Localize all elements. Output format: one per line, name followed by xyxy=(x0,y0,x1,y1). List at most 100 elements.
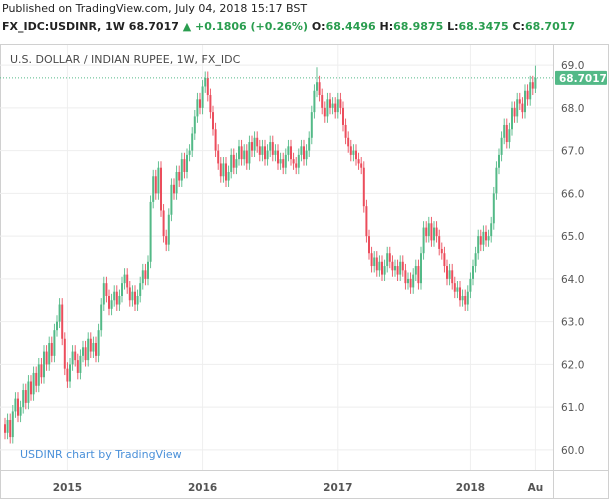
candle-body xyxy=(92,343,95,352)
candle-body xyxy=(310,112,313,138)
candle-body xyxy=(118,295,121,305)
candle-body xyxy=(368,236,370,254)
candle-body xyxy=(167,214,170,245)
candle-body xyxy=(490,223,493,237)
candle-body xyxy=(277,150,279,164)
symbol: FX_IDC:USDINR, 1W xyxy=(2,20,125,33)
candle-body xyxy=(238,146,240,160)
candle-body xyxy=(110,300,113,309)
candle-body xyxy=(430,223,433,241)
candle-body xyxy=(370,253,373,267)
candle-body xyxy=(451,270,454,284)
candle-body xyxy=(461,295,464,301)
candle-body xyxy=(196,99,199,117)
candle-body xyxy=(113,291,116,301)
candle-body xyxy=(32,372,35,395)
candle-body xyxy=(115,291,118,305)
candle-body xyxy=(204,77,207,87)
candle-body xyxy=(217,150,220,164)
candle-body xyxy=(508,129,511,143)
y-tick-label: 67.0 xyxy=(561,146,584,158)
candle-body xyxy=(144,270,147,279)
candle-body xyxy=(170,184,173,215)
candle-body xyxy=(284,154,287,168)
candle-body xyxy=(45,351,48,365)
candle-body xyxy=(266,150,269,160)
x-tick-label: Au xyxy=(528,482,544,494)
candle-body xyxy=(82,347,84,356)
candle-body xyxy=(303,146,305,160)
candle-body xyxy=(37,364,40,386)
y-tick-label: 62.0 xyxy=(561,359,584,371)
candle-body xyxy=(297,154,300,168)
candle-body xyxy=(240,146,243,160)
candle-body xyxy=(24,390,27,403)
candle-body xyxy=(121,283,123,296)
candle-body xyxy=(464,295,467,305)
candle-body xyxy=(531,82,534,89)
candle-body xyxy=(316,82,318,91)
candle-body xyxy=(526,90,529,100)
candle-body xyxy=(232,154,235,168)
candle-body xyxy=(50,343,53,356)
candle-body xyxy=(35,372,38,386)
candle-body xyxy=(318,82,321,96)
candle-body xyxy=(323,107,326,117)
y-tick-label: 68.0 xyxy=(561,103,584,115)
candle-body xyxy=(329,99,331,108)
candle-body xyxy=(222,163,225,177)
candle-body xyxy=(245,150,248,164)
candle-body xyxy=(6,419,9,433)
candle-body xyxy=(225,163,227,181)
y-tick-label: 60.0 xyxy=(561,445,584,457)
last-price: 68.7017 xyxy=(129,20,179,33)
candle-body xyxy=(199,99,201,108)
candle-body xyxy=(186,154,188,172)
grid xyxy=(0,45,553,470)
candle-body xyxy=(214,129,217,151)
candle-body xyxy=(485,231,487,241)
candle-body xyxy=(253,137,256,151)
candle-body xyxy=(321,95,324,108)
candle-body xyxy=(357,159,360,164)
y-tick-label: 66.0 xyxy=(561,188,584,200)
change: ▲ +0.1806 (+0.26%) xyxy=(183,20,308,33)
candle-body xyxy=(503,124,506,138)
candle-body xyxy=(287,146,290,155)
candle-body xyxy=(516,99,519,117)
candle-body xyxy=(201,86,204,108)
candle-body xyxy=(326,99,329,117)
candle-body xyxy=(440,248,443,254)
candle-body xyxy=(74,351,77,361)
candle-body xyxy=(349,146,352,155)
candle-body xyxy=(399,261,402,275)
candle-body xyxy=(139,283,142,296)
candle-body xyxy=(352,150,355,155)
candle-body xyxy=(251,142,253,151)
candle-body xyxy=(9,419,12,438)
candle-body xyxy=(313,90,316,113)
candle-body xyxy=(149,201,152,262)
high-label: H: xyxy=(380,20,394,33)
candle-body xyxy=(305,150,308,160)
candle-body xyxy=(498,154,500,168)
candle-body xyxy=(79,355,82,373)
candle-body xyxy=(141,270,144,284)
candle-body xyxy=(391,261,394,271)
candle-body xyxy=(43,351,45,378)
candle-body xyxy=(409,278,412,288)
candle-body xyxy=(378,261,381,271)
candle-body xyxy=(513,107,516,117)
candle-body xyxy=(66,368,69,382)
candle-body xyxy=(331,103,334,108)
candle-body xyxy=(191,133,194,151)
candle-body xyxy=(427,223,430,237)
candle-body xyxy=(230,154,233,172)
candle-body xyxy=(383,266,386,275)
price-label-box xyxy=(555,70,607,85)
candle-body xyxy=(227,171,230,181)
candle-body xyxy=(17,398,19,416)
candle-body xyxy=(407,278,409,284)
price-label: 68.7017 xyxy=(559,73,607,85)
candle-body xyxy=(188,150,191,155)
